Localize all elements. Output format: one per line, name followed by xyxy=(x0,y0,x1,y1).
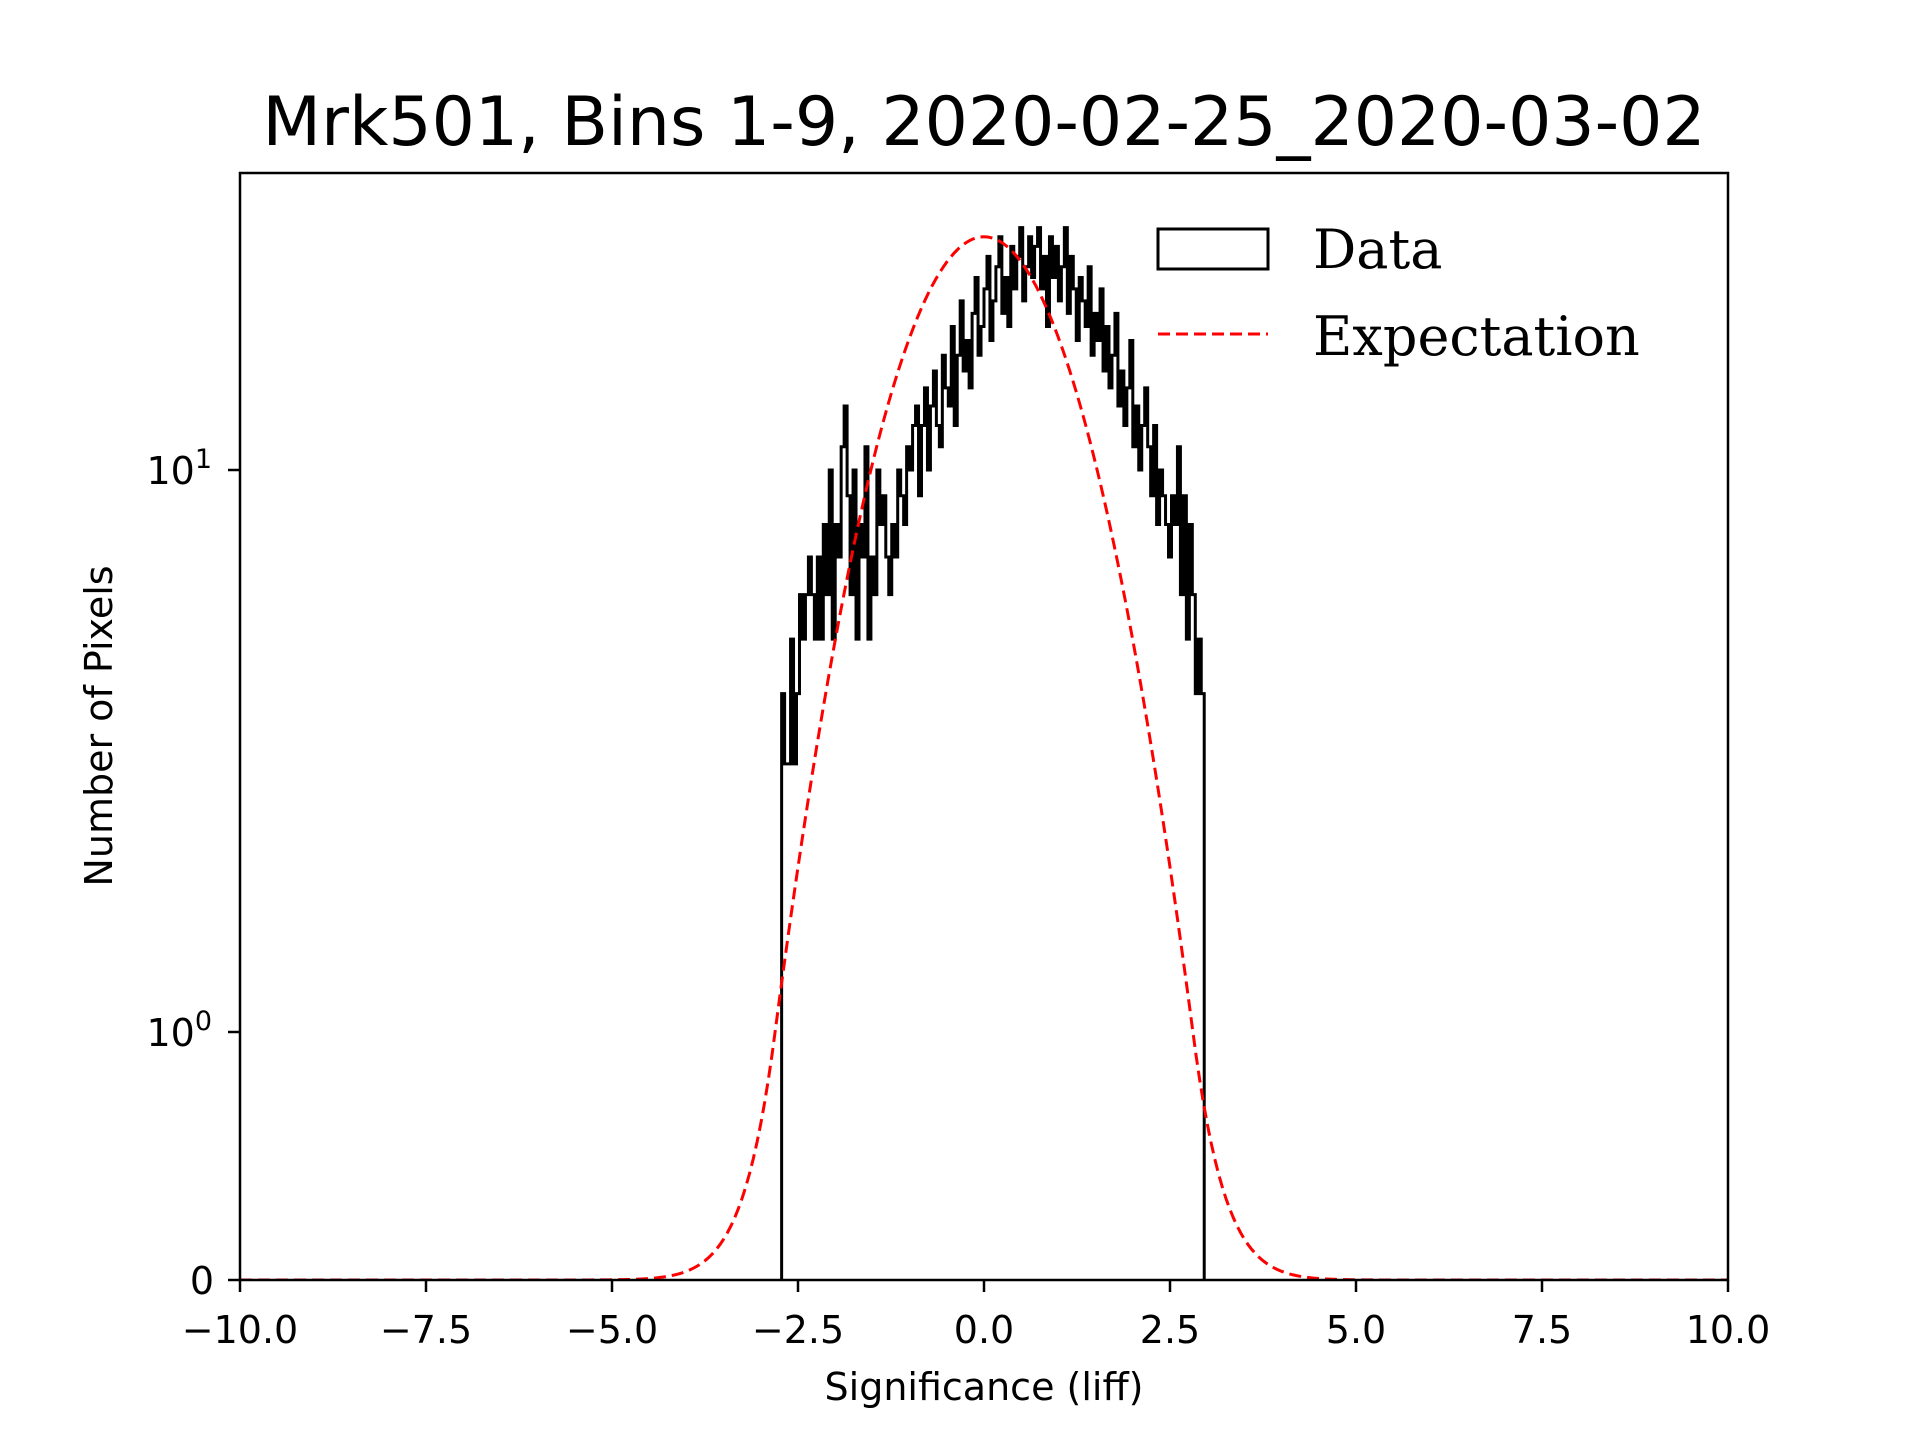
x-axis: −10.0 −7.5 −5.0 −2.5 0.0 2.5 5.0 7.5 10.0 xyxy=(182,1280,1771,1352)
chart-title: Mrk501, Bins 1-9, 2020-02-25_2020-03-02 xyxy=(262,83,1705,162)
plot-area xyxy=(240,226,1728,1280)
x-tick-label: 7.5 xyxy=(1512,1308,1572,1352)
x-tick-label: 5.0 xyxy=(1326,1308,1386,1352)
y-axis: 0 100 101 xyxy=(146,444,240,1303)
x-tick-label: 10.0 xyxy=(1686,1308,1771,1352)
x-tick-label: 0.0 xyxy=(954,1308,1014,1352)
y-tick-label: 0 xyxy=(190,1259,214,1303)
y-tick-label: 100 xyxy=(146,1006,212,1055)
legend-data-label: Data xyxy=(1313,218,1442,281)
legend-data-swatch xyxy=(1156,227,1270,271)
y-axis-label: Number of Pixels xyxy=(77,565,121,886)
x-tick-label: −10.0 xyxy=(182,1308,298,1352)
legend-expectation-label: Expectation xyxy=(1313,305,1640,368)
x-tick-label: −7.5 xyxy=(380,1308,472,1352)
y-tick-label: 101 xyxy=(146,444,212,493)
expectation-curve xyxy=(240,235,1728,1280)
expectation-layer xyxy=(240,235,1728,1280)
x-tick-label: 2.5 xyxy=(1140,1308,1200,1352)
x-axis-label: Significance (liff) xyxy=(825,1365,1144,1409)
legend: Data Expectation xyxy=(1156,218,1640,368)
x-tick-label: −5.0 xyxy=(566,1308,658,1352)
x-tick-label: −2.5 xyxy=(752,1308,844,1352)
